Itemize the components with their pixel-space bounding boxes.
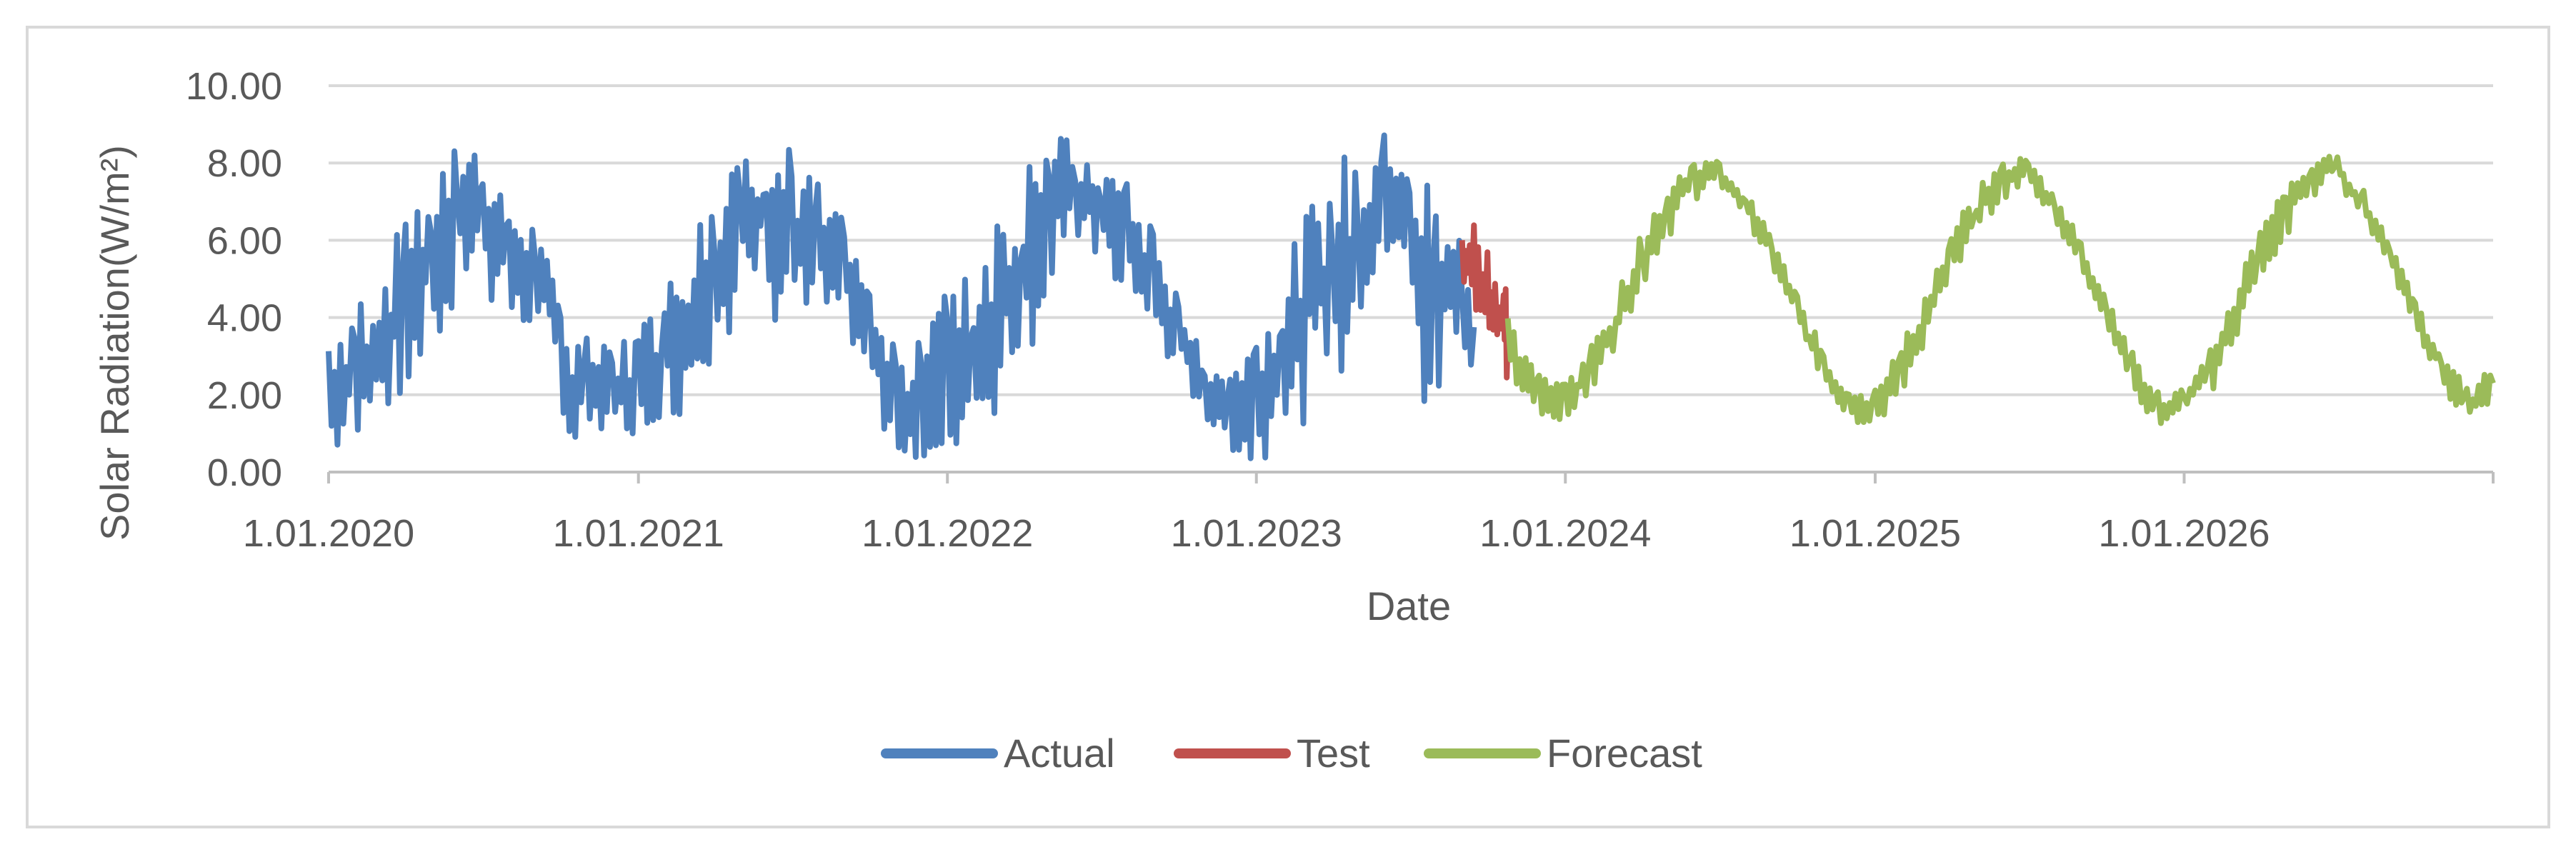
y-tick-label: 0.00 <box>207 451 282 494</box>
axes: 0.00 2.00 4.00 6.00 8.00 10.00 1.01.2020 1.01.2… <box>186 65 2495 555</box>
series-forecast <box>1504 154 2496 426</box>
legend-label-test: Test <box>1297 731 1370 776</box>
x-tick-label: 1.01.2022 <box>862 512 1033 555</box>
legend: Actual Test Forecast <box>881 731 1702 776</box>
x-axis-label: Date <box>1367 583 1451 628</box>
y-tick-label: 6.00 <box>207 219 282 262</box>
y-tick-label: 2.00 <box>207 374 282 417</box>
series-group <box>326 132 2496 461</box>
y-tick-label: 4.00 <box>207 297 282 340</box>
legend-label-actual: Actual <box>1004 731 1115 776</box>
y-tick-label: 8.00 <box>207 142 282 185</box>
x-tick-label: 1.01.2023 <box>1171 512 1342 555</box>
series-line-test <box>1459 222 1511 381</box>
series-line-actual <box>326 132 1477 461</box>
x-tick-label: 1.01.2020 <box>243 512 414 555</box>
series-line-forecast <box>1504 154 2496 426</box>
series-actual <box>326 132 1477 461</box>
x-tick-label: 1.01.2026 <box>2098 512 2270 555</box>
x-tick-label: 1.01.2024 <box>1479 512 1651 555</box>
y-axis-label: Solar Radiation(W/m²) <box>92 145 137 541</box>
x-tick-label: 1.01.2021 <box>553 512 724 555</box>
legend-label-forecast: Forecast <box>1547 731 1702 776</box>
series-test <box>1459 222 1511 381</box>
y-tick-label: 10.00 <box>186 65 282 108</box>
x-tick-label: 1.01.2025 <box>1789 512 1961 555</box>
chart-border <box>26 26 2550 828</box>
